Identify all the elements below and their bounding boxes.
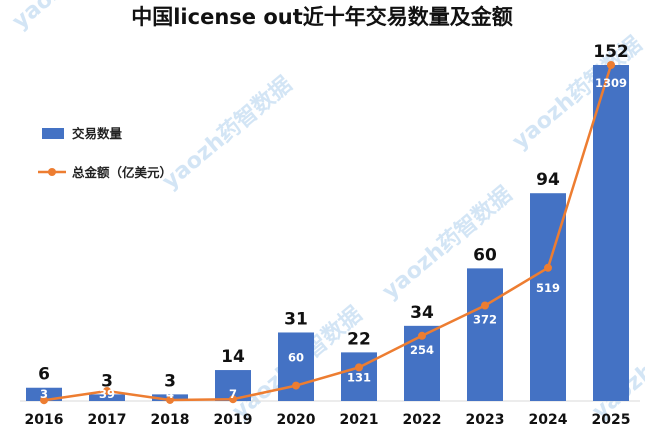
bar-value-label: 34 [410,303,434,323]
line-value-label: 254 [410,343,434,357]
line-value-label: 519 [536,281,560,295]
line-point [418,331,426,340]
bar [593,65,629,401]
legend-swatch-marker [48,168,56,176]
bar-value-label: 22 [347,329,371,349]
line-value-label: 39 [99,387,115,401]
legend-label-bar: 交易数量 [72,126,123,141]
line-path [43,64,613,402]
watermark-text: yaozh药智数据 [157,71,297,194]
x-tick-label: 2023 [466,412,505,428]
bar-value-label: 152 [593,42,629,62]
bar-value-label: 60 [473,245,497,265]
bar [278,332,314,401]
legend-swatch-bar [42,128,64,139]
line-point [355,363,363,372]
bar-value-label: 6 [38,365,50,385]
line-value-label: 1309 [595,76,627,90]
line-value-label: 372 [473,313,497,327]
x-tick-label: 2017 [88,412,127,428]
legend-label-line: 总金额（亿美元） [72,165,172,180]
bar-value-label: 3 [101,371,113,391]
line-point [103,386,111,395]
x-tick-label: 2016 [25,412,64,428]
x-tick-label: 2020 [277,412,316,428]
line-value-label: 4 [166,387,174,401]
x-axis-ticks: 2016 2017 2018 2019 2020 2021 2022 2023 2024 2025 [25,412,631,428]
line-value-label: 7 [229,387,237,401]
x-tick-label: 2021 [340,412,379,428]
x-tick-label: 2024 [529,412,568,428]
line-point [607,61,615,69]
line-point [544,263,552,272]
bar [89,394,125,401]
line-point [292,381,300,390]
line-point [229,395,237,404]
line-point [40,396,48,405]
x-tick-label: 2022 [403,412,442,428]
bar-value-label: 14 [221,347,245,367]
watermark-text: yaozh药智数据 [7,0,147,35]
line-value-label: 131 [347,370,371,384]
x-tick-label: 2019 [214,412,253,428]
chart-title: 中国license out近十年交易数量及金额 [131,5,513,29]
line-value-label: 3 [40,387,48,401]
bar [467,268,503,401]
line-point [166,395,174,404]
bar-value-label: 3 [164,371,176,391]
line-value-label: 60 [288,351,304,365]
x-tick-label: 2018 [151,412,190,428]
line-point [481,301,489,310]
bar-value-label: 31 [284,309,308,329]
x-tick-label: 2025 [592,412,631,428]
bar-value-label: 94 [536,170,560,190]
